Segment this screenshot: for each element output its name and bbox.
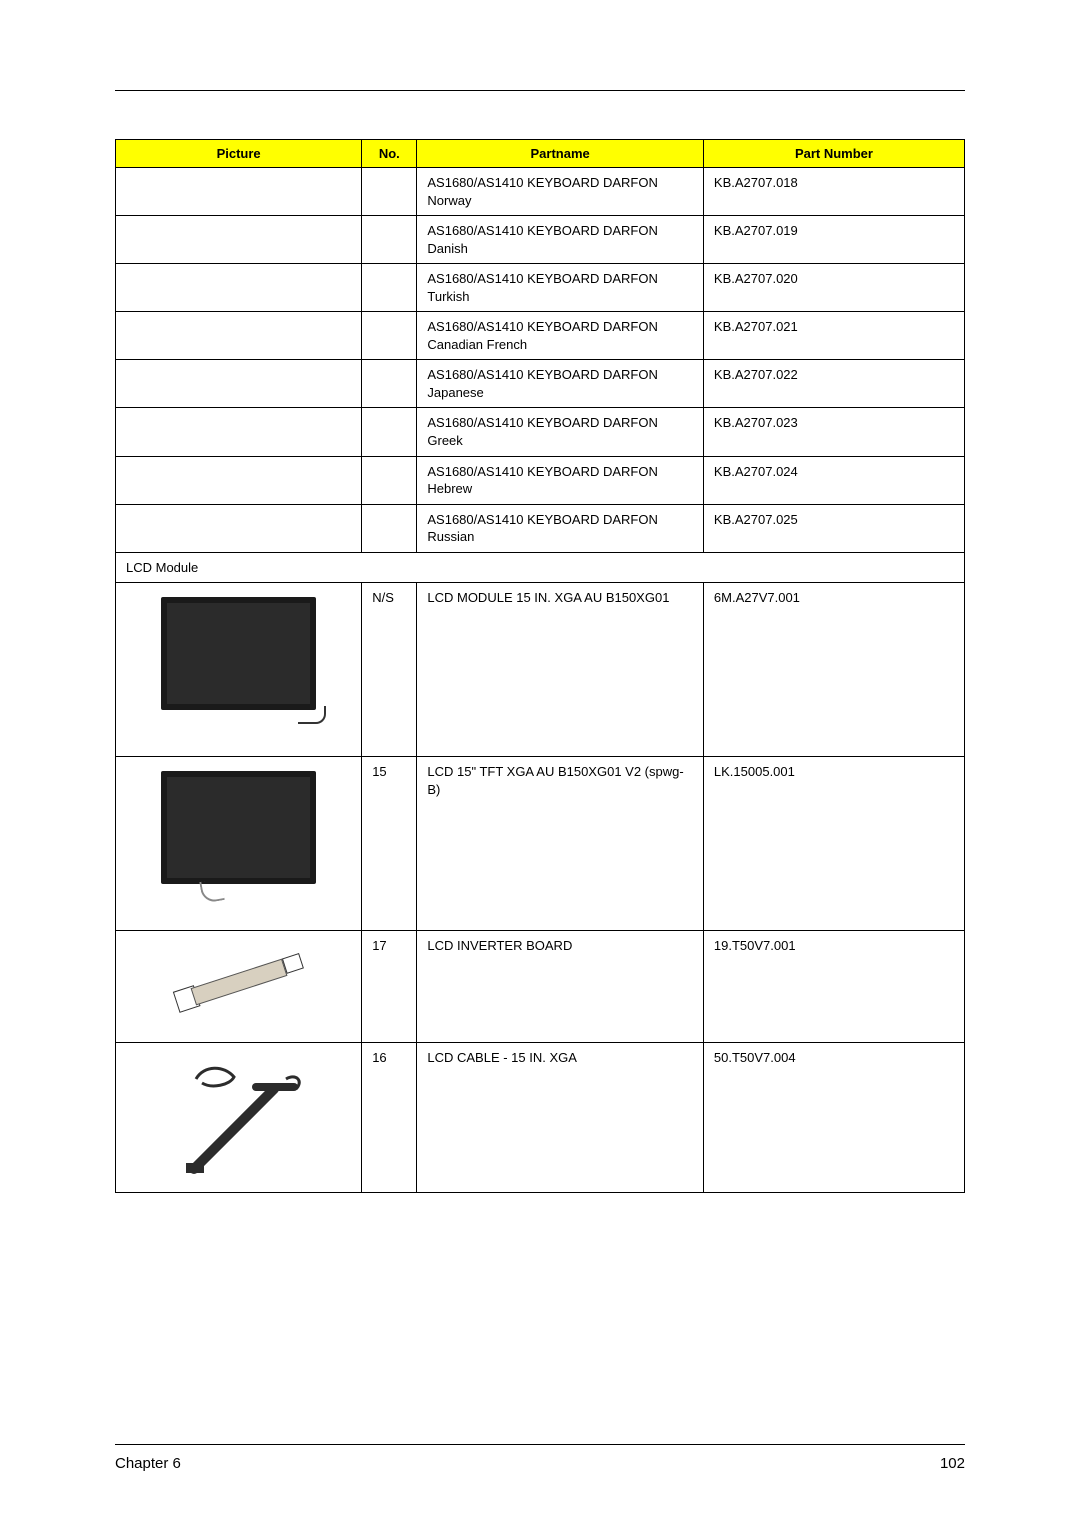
section-label: LCD Module [116,552,965,583]
cell-no [362,168,417,216]
table-header-row: Picture No. Partname Part Number [116,140,965,168]
cell-pn: KB.A2707.022 [703,360,964,408]
cell-desc: AS1680/AS1410 KEYBOARD DARFON Canadian F… [417,312,704,360]
cell-picture [116,360,362,408]
cell-desc: AS1680/AS1410 KEYBOARD DARFON Turkish [417,264,704,312]
cell-pn: KB.A2707.024 [703,456,964,504]
cell-picture [116,931,362,1043]
table-row: AS1680/AS1410 KEYBOARD DARFON Russian KB… [116,504,965,552]
cell-no: 15 [362,757,417,931]
page-footer: Chapter 6 102 [115,1444,965,1472]
cell-picture [116,408,362,456]
cell-pn: KB.A2707.020 [703,264,964,312]
table-row: AS1680/AS1410 KEYBOARD DARFON Greek KB.A… [116,408,965,456]
col-partnumber: Part Number [703,140,964,168]
col-no: No. [362,140,417,168]
cell-picture [116,456,362,504]
cell-desc: AS1680/AS1410 KEYBOARD DARFON Hebrew [417,456,704,504]
footer-page: 102 [940,1455,965,1472]
cell-desc: AS1680/AS1410 KEYBOARD DARFON Greek [417,408,704,456]
section-row-lcd: LCD Module [116,552,965,583]
cell-desc: LCD 15" TFT XGA AU B150XG01 V2 (spwg-B) [417,757,704,931]
cell-desc: AS1680/AS1410 KEYBOARD DARFON Russian [417,504,704,552]
cell-no [362,264,417,312]
inverter-board-icon [126,937,351,1027]
cell-no [362,216,417,264]
lcd-panel-icon [126,763,351,896]
table-row: AS1680/AS1410 KEYBOARD DARFON Canadian F… [116,312,965,360]
cell-no [362,408,417,456]
footer-rule [115,1444,965,1445]
cell-picture [116,216,362,264]
cell-no: N/S [362,583,417,757]
col-picture: Picture [116,140,362,168]
cell-no: 17 [362,931,417,1043]
cell-picture [116,168,362,216]
table-body: AS1680/AS1410 KEYBOARD DARFON Norway KB.… [116,168,965,1193]
cell-pn: 6M.A27V7.001 [703,583,964,757]
cell-pn: 50.T50V7.004 [703,1043,964,1193]
cell-pn: KB.A2707.018 [703,168,964,216]
table-row: AS1680/AS1410 KEYBOARD DARFON Danish KB.… [116,216,965,264]
table-row: AS1680/AS1410 KEYBOARD DARFON Japanese K… [116,360,965,408]
cell-picture [116,504,362,552]
cell-picture [116,312,362,360]
cell-desc: AS1680/AS1410 KEYBOARD DARFON Japanese [417,360,704,408]
table-row: N/S LCD MODULE 15 IN. XGA AU B150XG01 6M… [116,583,965,757]
parts-table: Picture No. Partname Part Number AS1680/… [115,139,965,1193]
cell-no [362,312,417,360]
cell-pn: KB.A2707.019 [703,216,964,264]
col-partname: Partname [417,140,704,168]
cell-picture [116,583,362,757]
cell-picture [116,757,362,931]
table-row: AS1680/AS1410 KEYBOARD DARFON Turkish KB… [116,264,965,312]
table-row: 15 LCD 15" TFT XGA AU B150XG01 V2 (spwg-… [116,757,965,931]
cell-desc: LCD MODULE 15 IN. XGA AU B150XG01 [417,583,704,757]
cell-no [362,504,417,552]
table-row: 17 LCD INVERTER BOARD 19.T50V7.001 [116,931,965,1043]
cell-pn: LK.15005.001 [703,757,964,931]
page: Picture No. Partname Part Number AS1680/… [0,0,1080,1528]
cell-no [362,456,417,504]
cell-desc: LCD CABLE - 15 IN. XGA [417,1043,704,1193]
cell-picture [116,264,362,312]
cell-desc: AS1680/AS1410 KEYBOARD DARFON Norway [417,168,704,216]
cell-pn: KB.A2707.023 [703,408,964,456]
cell-desc: LCD INVERTER BOARD [417,931,704,1043]
table-row: 16 LCD CABLE - 15 IN. XGA 50.T50V7.004 [116,1043,965,1193]
cell-desc: AS1680/AS1410 KEYBOARD DARFON Danish [417,216,704,264]
cell-pn: KB.A2707.025 [703,504,964,552]
table-row: AS1680/AS1410 KEYBOARD DARFON Hebrew KB.… [116,456,965,504]
footer-chapter: Chapter 6 [115,1455,181,1472]
cell-pn: 19.T50V7.001 [703,931,964,1043]
lcd-cable-icon [126,1049,351,1179]
cell-no [362,360,417,408]
cell-no: 16 [362,1043,417,1193]
table-row: AS1680/AS1410 KEYBOARD DARFON Norway KB.… [116,168,965,216]
top-rule [115,90,965,91]
cell-picture [116,1043,362,1193]
cell-pn: KB.A2707.021 [703,312,964,360]
lcd-module-icon [126,589,351,722]
